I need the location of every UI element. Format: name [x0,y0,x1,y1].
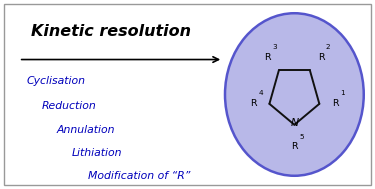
Text: Annulation: Annulation [56,125,115,135]
Text: Reduction: Reduction [41,101,96,111]
Text: R: R [251,99,257,108]
Text: 1: 1 [340,91,345,96]
Text: R: R [264,53,271,62]
Text: R: R [291,142,298,151]
Ellipse shape [225,13,364,176]
Text: R: R [318,53,324,62]
Text: 3: 3 [273,44,277,50]
Text: R: R [332,99,338,108]
Text: 5: 5 [299,134,304,140]
Text: Cyclisation: Cyclisation [26,76,85,86]
Text: 2: 2 [326,44,330,50]
Text: Lithiation: Lithiation [71,148,122,158]
FancyBboxPatch shape [4,4,371,185]
Text: Kinetic resolution: Kinetic resolution [31,24,190,39]
Text: 4: 4 [258,91,263,96]
Text: N: N [290,118,298,128]
Text: Modification of “R”: Modification of “R” [88,171,190,181]
